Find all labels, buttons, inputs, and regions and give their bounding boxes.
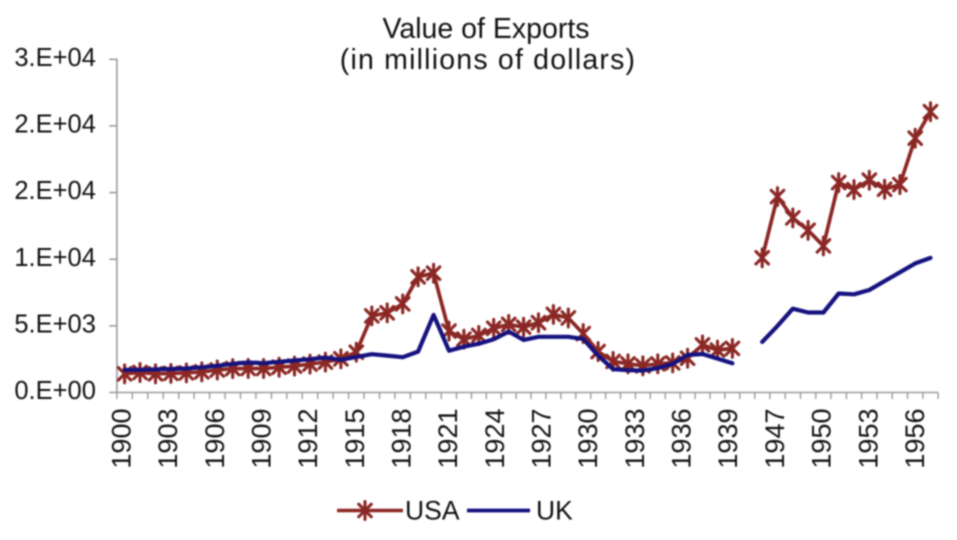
svg-text:1939: 1939 (713, 409, 743, 469)
svg-text:1924: 1924 (480, 409, 510, 469)
svg-text:1936: 1936 (667, 409, 697, 469)
svg-text:1.E+04: 1.E+04 (14, 244, 96, 272)
svg-text:Value of Exports: Value of Exports (382, 13, 589, 45)
svg-text:(in millions of dollars): (in millions of dollars) (340, 44, 636, 76)
svg-text:1918: 1918 (387, 409, 417, 469)
svg-text:1927: 1927 (527, 409, 557, 469)
svg-text:1947: 1947 (760, 409, 790, 469)
svg-text:2.E+04: 2.E+04 (14, 177, 96, 205)
svg-text:1930: 1930 (573, 409, 603, 469)
svg-text:1906: 1906 (200, 409, 230, 469)
svg-text:1903: 1903 (153, 409, 183, 469)
svg-text:2.E+04: 2.E+04 (14, 111, 96, 139)
svg-text:5.E+03: 5.E+03 (14, 311, 96, 339)
svg-text:1956: 1956 (900, 409, 930, 469)
svg-text:1900: 1900 (106, 409, 136, 469)
svg-text:1953: 1953 (853, 409, 883, 469)
svg-text:USA: USA (405, 496, 460, 526)
svg-text:3.E+04: 3.E+04 (14, 44, 96, 72)
svg-text:1921: 1921 (433, 409, 463, 469)
svg-text:1915: 1915 (340, 409, 370, 469)
svg-text:1950: 1950 (807, 409, 837, 469)
svg-text:1912: 1912 (293, 409, 323, 469)
svg-text:0.E+00: 0.E+00 (14, 377, 96, 405)
svg-text:1909: 1909 (246, 409, 276, 469)
svg-text:UK: UK (536, 496, 573, 526)
svg-text:1933: 1933 (620, 409, 650, 469)
